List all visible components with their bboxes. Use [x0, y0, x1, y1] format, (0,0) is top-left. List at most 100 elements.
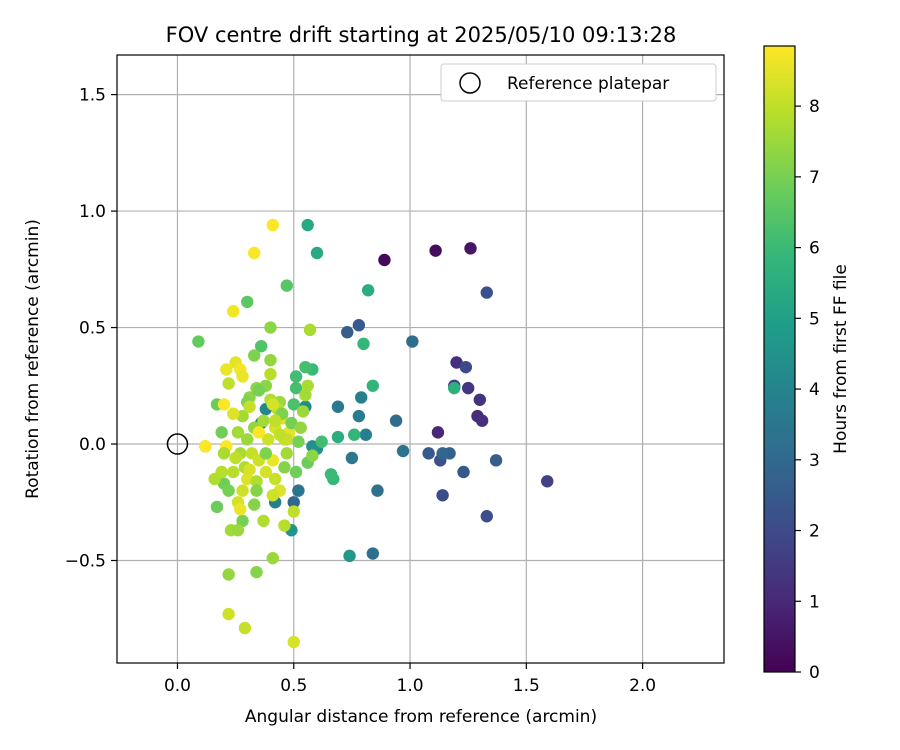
data-point — [299, 388, 312, 402]
data-point — [324, 468, 338, 481]
data-point — [310, 246, 324, 260]
data-point — [378, 253, 391, 267]
chart-title: FOV centre drift starting at 2025/05/10 … — [166, 23, 677, 47]
data-point — [292, 484, 305, 497]
legend-box — [440, 63, 717, 102]
y-tick-label: 1.5 — [79, 86, 106, 106]
data-point — [459, 360, 473, 374]
colorbar-tick-label: 2 — [809, 522, 820, 542]
data-point — [280, 279, 293, 292]
data-point — [406, 335, 419, 348]
data-point — [287, 635, 300, 649]
data-point — [389, 414, 403, 427]
data-point — [266, 489, 280, 502]
data-point — [266, 218, 280, 232]
data-point — [475, 414, 489, 427]
data-point — [236, 409, 249, 423]
data-point — [236, 484, 249, 497]
data-point — [250, 475, 263, 488]
data-point — [199, 440, 212, 453]
data-point — [301, 218, 314, 232]
data-point — [348, 428, 361, 441]
data-point — [250, 565, 263, 579]
data-point — [264, 367, 277, 381]
data-point — [222, 607, 235, 621]
data-point — [352, 319, 366, 332]
data-point — [227, 465, 240, 479]
data-point — [266, 551, 280, 565]
colorbar-label: Hours from first FF file — [831, 264, 851, 454]
y-tick-label: 1.0 — [79, 202, 106, 222]
data-point — [248, 349, 261, 362]
data-point — [366, 379, 380, 392]
data-point — [450, 356, 463, 369]
data-point — [257, 414, 270, 427]
data-point — [241, 295, 254, 309]
data-point — [480, 510, 493, 523]
data-point — [352, 409, 366, 423]
data-point — [217, 398, 231, 411]
data-point — [264, 353, 277, 367]
data-point — [215, 426, 228, 439]
data-point — [301, 379, 314, 392]
scatter-points — [192, 218, 554, 649]
plot-area: 0.0 0.5 1.0 1.5 2.0 −0.5 0.0 0.5 1.0 1.5 — [65, 54, 725, 696]
data-point — [250, 484, 263, 497]
x-tick-label: 2.0 — [629, 676, 656, 696]
plot-background — [117, 55, 724, 663]
data-point — [541, 475, 554, 488]
colorbar-frame — [763, 45, 796, 673]
data-point — [252, 426, 266, 439]
data-point — [457, 465, 470, 479]
data-point — [243, 463, 256, 476]
plot-frame — [116, 54, 725, 664]
y-axis-ticks: −0.5 0.0 0.5 1.0 1.5 — [65, 86, 117, 572]
data-point — [227, 407, 240, 420]
data-point — [306, 449, 319, 462]
data-point — [341, 326, 354, 339]
data-point — [273, 428, 286, 441]
data-point — [296, 405, 310, 418]
colorbar-tick-label: 6 — [809, 239, 820, 259]
data-point — [422, 447, 435, 460]
data-point — [431, 426, 445, 439]
data-point — [345, 451, 359, 465]
data-point — [315, 435, 328, 448]
y-axis-label: Rotation from reference (arcmin) — [23, 219, 43, 499]
data-point — [489, 454, 503, 467]
data-point — [268, 414, 282, 427]
data-point — [361, 284, 375, 297]
data-point — [208, 472, 221, 486]
x-tick-label: 0.0 — [164, 676, 191, 696]
data-point — [396, 444, 410, 458]
data-point — [220, 363, 233, 376]
colorbar-gradient — [764, 46, 795, 672]
data-point — [259, 465, 273, 479]
legend-marker-reference — [459, 72, 481, 94]
data-point — [280, 447, 293, 460]
data-point — [287, 505, 300, 518]
data-point — [261, 433, 275, 446]
data-point — [231, 426, 245, 439]
data-point — [287, 398, 300, 411]
x-tick-label: 1.5 — [513, 676, 540, 696]
data-point — [285, 416, 298, 430]
y-tick-label: 0.0 — [79, 435, 106, 455]
data-point — [287, 496, 300, 509]
data-point — [252, 384, 266, 397]
data-point — [366, 547, 380, 560]
data-point — [264, 321, 277, 334]
legend: Reference platepar — [440, 63, 717, 102]
data-point — [331, 430, 345, 444]
data-point — [268, 472, 282, 486]
colorbar-tick-label: 0 — [809, 663, 820, 683]
data-point — [266, 398, 280, 411]
legend-label-reference: Reference platepar — [507, 74, 669, 94]
data-point — [473, 393, 487, 406]
data-point — [357, 337, 370, 351]
data-point — [229, 451, 242, 465]
data-point — [236, 514, 249, 528]
data-point — [278, 519, 291, 532]
y-tick-label: 0.5 — [79, 319, 106, 339]
